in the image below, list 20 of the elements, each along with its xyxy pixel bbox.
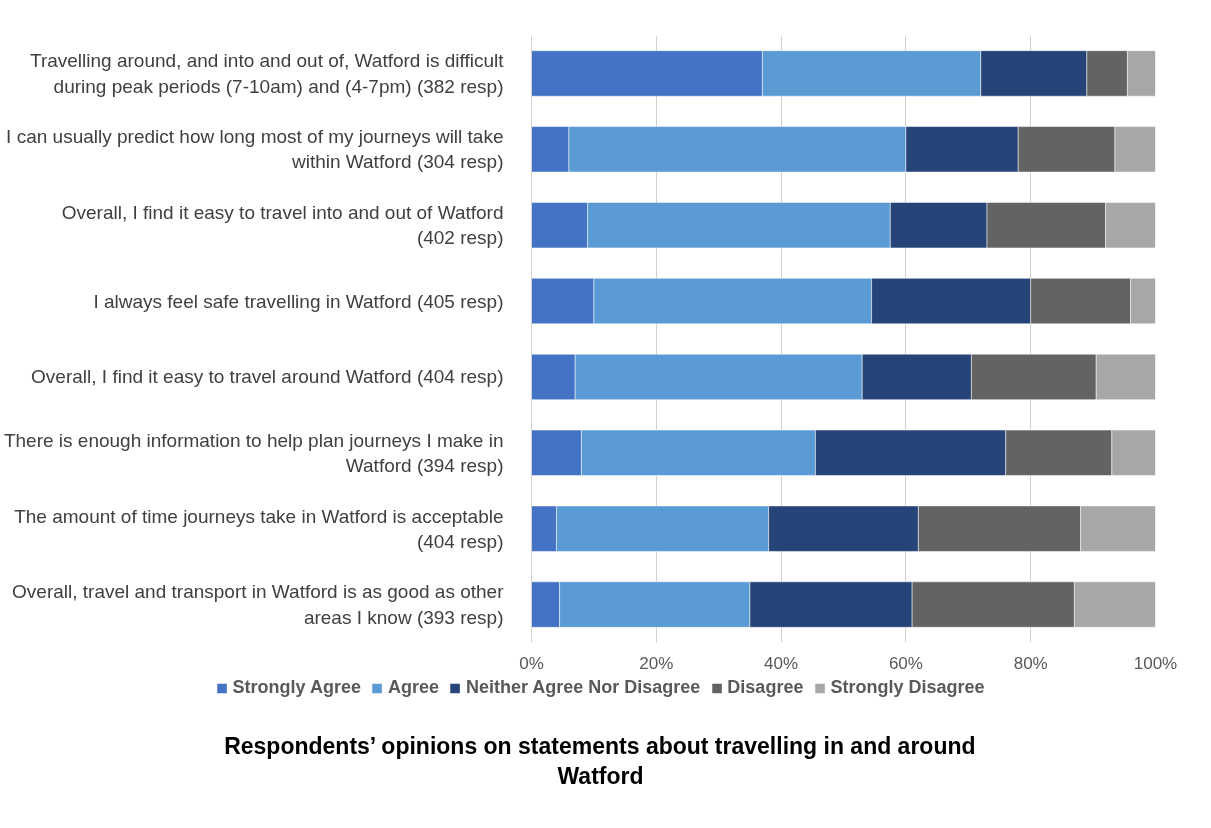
- legend-label: Strongly Disagree: [830, 677, 985, 698]
- legend-label: Strongly Agree: [232, 677, 361, 698]
- y-tick-label: I can usually predict how long most of my journeys will take within Watford (304 resp): [6, 126, 504, 173]
- x-tick-label: 20%: [639, 653, 674, 673]
- x-tick-label: 60%: [888, 653, 923, 673]
- x-tick-label: 0%: [519, 653, 544, 673]
- x-tick-label: 40%: [764, 653, 799, 673]
- y-tick-label: Overall, I find it easy to travel into and out of Watford (402 resp): [61, 202, 504, 249]
- legend-label: Disagree: [727, 677, 804, 698]
- y-tick-label: I always feel safe travelling in Watford (405 resp): [93, 290, 504, 312]
- x-tick-label: 100%: [1133, 653, 1178, 673]
- y-tick-label: There is enough information to help plan journeys I make in Watford (394 resp): [3, 429, 504, 476]
- x-tick-label: 80%: [1013, 653, 1048, 673]
- legend-label: Neither Agree Nor Disagree: [465, 677, 701, 698]
- y-tick-label: The amount of time journeys take in Watford is acceptable (404 resp): [14, 505, 504, 552]
- legend-label: Agree: [387, 677, 439, 698]
- text: Respondents’ opinions on statements about travelling in and around Watford: [224, 732, 976, 790]
- y-tick-label: Travelling around, and into and out of, Watford is difficult during peak periods (7-10am) and (4-7pm) (382 resp): [29, 50, 505, 97]
- y-tick-label: Overall, I find it easy to travel around Watford (404 resp): [31, 366, 504, 388]
- y-tick-label: Overall, travel and transport in Watford is as good as other areas I know (393 resp): [12, 581, 505, 628]
